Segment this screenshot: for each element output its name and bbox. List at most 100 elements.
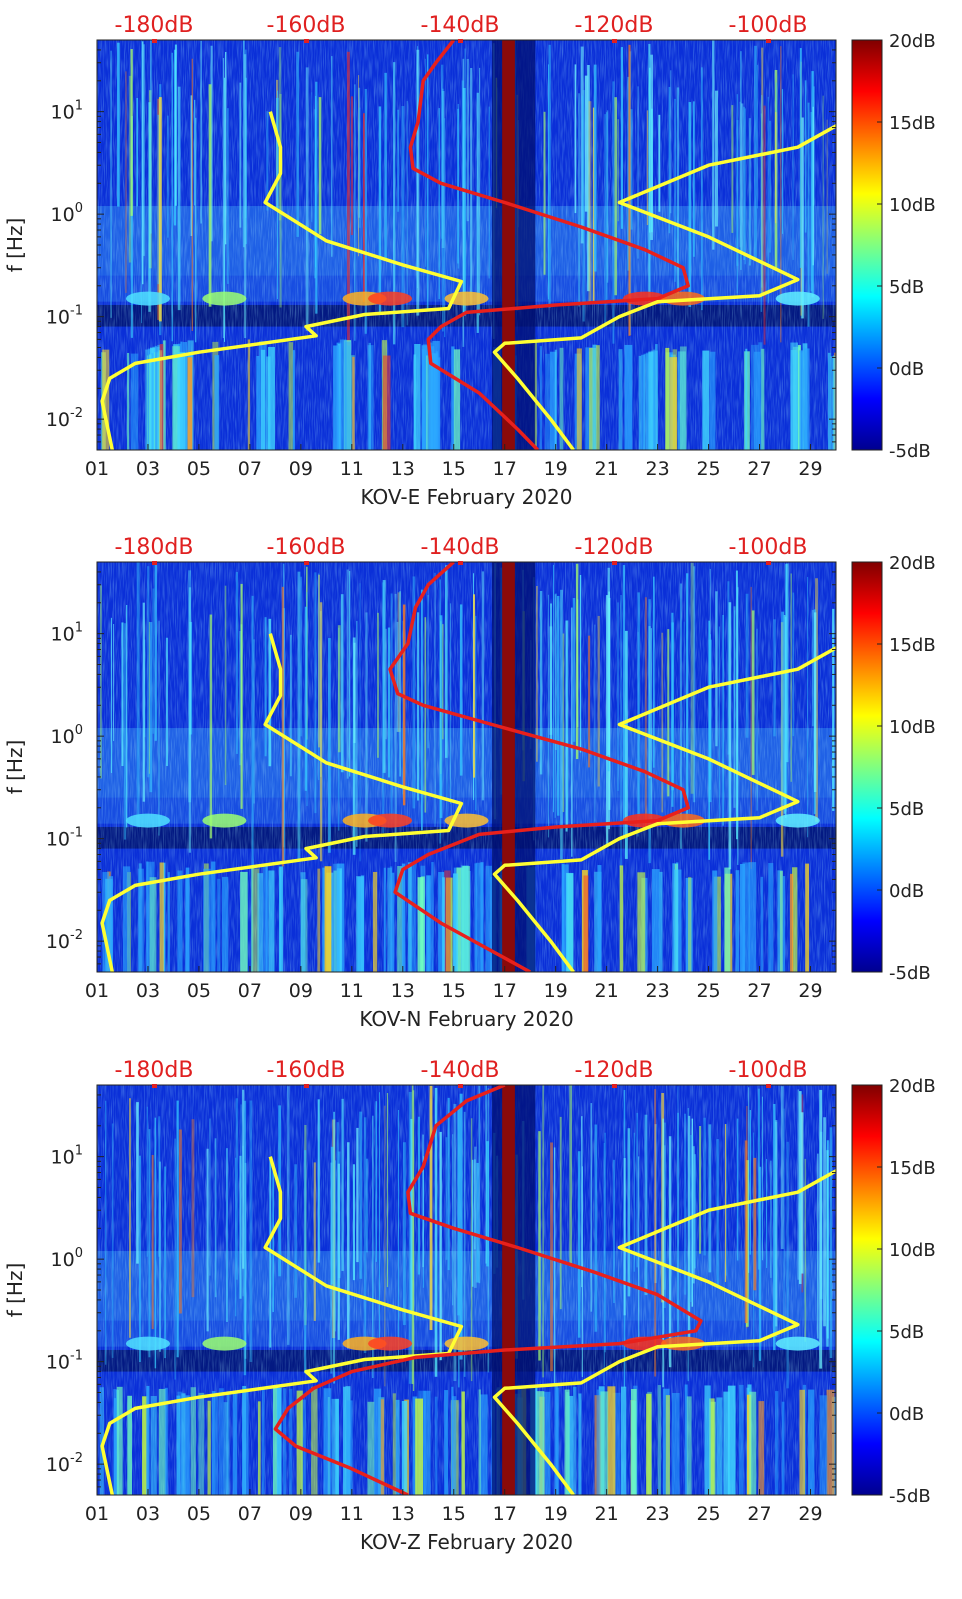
lf-bar bbox=[198, 1392, 205, 1495]
lf-bar bbox=[688, 877, 692, 972]
top-db-tick bbox=[458, 39, 463, 43]
streak bbox=[111, 1123, 114, 1358]
streak bbox=[786, 1141, 789, 1389]
streak bbox=[306, 592, 308, 807]
lf-bar bbox=[250, 868, 254, 972]
streak bbox=[670, 70, 672, 214]
streak bbox=[623, 1158, 626, 1316]
lf-bar bbox=[592, 344, 597, 450]
top-db-tick bbox=[612, 1084, 617, 1088]
lf-bar bbox=[559, 347, 564, 450]
lf-bar bbox=[324, 866, 332, 972]
lf-bar bbox=[232, 1392, 238, 1495]
streak bbox=[208, 84, 212, 307]
streak bbox=[617, 602, 619, 791]
x-tick-label: 19 bbox=[544, 1503, 568, 1525]
streak bbox=[716, 1139, 719, 1287]
streak bbox=[130, 116, 133, 338]
streak bbox=[412, 1090, 415, 1392]
streak bbox=[722, 614, 724, 826]
lf-bar bbox=[643, 353, 649, 450]
streak bbox=[372, 1115, 374, 1379]
streak bbox=[300, 576, 302, 737]
lf-bar bbox=[145, 349, 150, 450]
blob bbox=[368, 1336, 413, 1351]
streak bbox=[693, 101, 695, 257]
streak bbox=[613, 1159, 615, 1304]
streak bbox=[813, 86, 815, 206]
streak bbox=[792, 74, 794, 260]
lf-bar bbox=[177, 352, 186, 450]
y-tick-label: 10-1 bbox=[46, 304, 83, 329]
streak bbox=[661, 632, 664, 813]
lf-bar bbox=[282, 1388, 287, 1495]
streak bbox=[416, 49, 420, 316]
streak bbox=[744, 1140, 748, 1324]
streak bbox=[648, 599, 651, 864]
lf-bar bbox=[461, 1391, 465, 1495]
streak bbox=[227, 108, 229, 284]
lf-bar bbox=[452, 873, 459, 972]
lf-bar bbox=[758, 342, 763, 450]
streak bbox=[662, 1122, 666, 1309]
top-db-tick bbox=[766, 561, 771, 565]
colorbar-tick-label: 0dB bbox=[889, 881, 924, 902]
y-tick-label: 10-1 bbox=[46, 1349, 83, 1374]
streak bbox=[348, 571, 351, 777]
streak bbox=[792, 592, 795, 737]
streak bbox=[364, 88, 367, 334]
x-tick-label: 27 bbox=[747, 980, 771, 1002]
lf-bar bbox=[480, 1394, 488, 1495]
streak bbox=[331, 56, 333, 257]
streak bbox=[577, 1151, 581, 1338]
lf-bar bbox=[754, 351, 761, 450]
lf-bar bbox=[746, 1394, 752, 1495]
streak bbox=[136, 562, 140, 828]
x-axis-label: KOV-Z February 2020 bbox=[360, 1530, 573, 1554]
streak bbox=[554, 594, 556, 818]
streak bbox=[242, 1089, 245, 1269]
streak bbox=[158, 620, 160, 836]
streak bbox=[191, 58, 193, 331]
lf-bar bbox=[207, 1400, 211, 1495]
top-db-axis: -180dB -160dB -140dB -120dB -100dB bbox=[115, 13, 808, 43]
streak bbox=[174, 1138, 176, 1380]
streak bbox=[542, 1085, 545, 1378]
lf-bar bbox=[597, 865, 602, 972]
streak bbox=[235, 1098, 238, 1280]
lf-bar bbox=[561, 864, 569, 972]
streak bbox=[143, 44, 145, 256]
x-tick-label: 07 bbox=[238, 980, 262, 1002]
x-tick-label: 19 bbox=[544, 458, 568, 480]
streak bbox=[745, 593, 749, 738]
streak bbox=[154, 1117, 157, 1369]
panel-2: 01 03 05 07 09 11 13 15 17 19 21 23 25 27 29 KOV-N Febr… bbox=[3, 535, 936, 1031]
vertical-streaks bbox=[99, 562, 835, 870]
lf-bar bbox=[641, 354, 645, 450]
streak bbox=[677, 1112, 679, 1347]
streak bbox=[832, 608, 835, 811]
lf-bar bbox=[429, 346, 435, 450]
streak bbox=[588, 101, 592, 303]
x-tick-label: 23 bbox=[646, 1503, 670, 1525]
streak bbox=[565, 620, 568, 832]
x-tick-label: 15 bbox=[442, 980, 466, 1002]
x-tick-label: 21 bbox=[595, 1503, 619, 1525]
streak bbox=[804, 80, 807, 233]
lf-bar bbox=[618, 349, 623, 450]
streak bbox=[552, 564, 554, 813]
streak bbox=[224, 585, 227, 786]
streak bbox=[188, 587, 192, 853]
streak bbox=[783, 1108, 785, 1344]
lf-bar bbox=[554, 1385, 559, 1495]
lf-bar bbox=[380, 1399, 385, 1495]
lf-bar bbox=[333, 863, 340, 972]
y-tick-label: 10-2 bbox=[46, 928, 83, 953]
streak bbox=[165, 637, 169, 767]
lf-bar bbox=[426, 875, 432, 972]
lf-bar bbox=[226, 1391, 230, 1495]
streak bbox=[149, 622, 153, 793]
top-db-axis: -180dB -160dB -140dB -120dB -100dB bbox=[115, 1058, 808, 1088]
streak bbox=[761, 1096, 763, 1261]
streak bbox=[547, 594, 549, 838]
